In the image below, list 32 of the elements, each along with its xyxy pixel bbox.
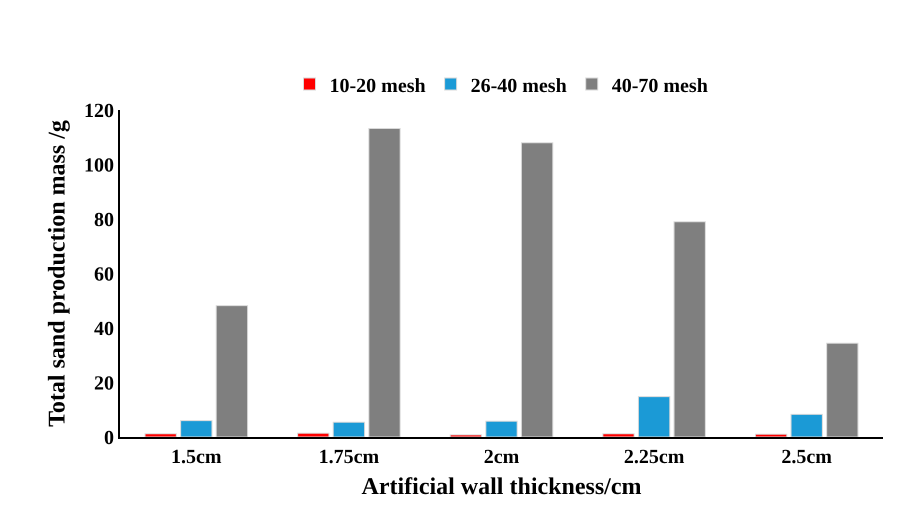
legend-label: 26-40 mesh [470,74,567,97]
bar [180,420,212,437]
bar [826,342,858,437]
bar [368,128,401,437]
y-tick-label: 80 [94,209,114,231]
bar [297,432,330,437]
y-tick-label: 60 [94,264,114,286]
x-tick-label: 2.25cm [624,446,685,468]
y-axis-title: Total sand production mass /g [44,120,71,427]
bar [216,305,248,437]
bar [332,422,366,437]
bar [485,420,518,437]
x-axis-title: Artificial wall thickness/cm [362,474,642,500]
bar [674,221,706,437]
bar [450,434,482,437]
bar [520,142,554,437]
x-tick-label: 1.5cm [171,446,222,468]
bar [790,414,823,437]
x-tick-label: 2cm [484,446,520,468]
x-tick-label: 1.75cm [318,446,380,468]
legend-label: 10-20 mesh [330,74,426,97]
y-tick-label: 100 [84,154,114,176]
bar [754,434,788,437]
bar [638,396,670,437]
y-tick-label: 0 [104,427,114,449]
legend-label: 40-70 mesh [612,74,708,97]
bar [144,433,177,437]
y-tick-label: 120 [84,100,114,122]
bar [602,433,635,437]
y-tick-label: 40 [94,318,114,340]
y-tick-label: 20 [94,372,114,394]
x-tick-label: 2.5cm [781,446,832,468]
